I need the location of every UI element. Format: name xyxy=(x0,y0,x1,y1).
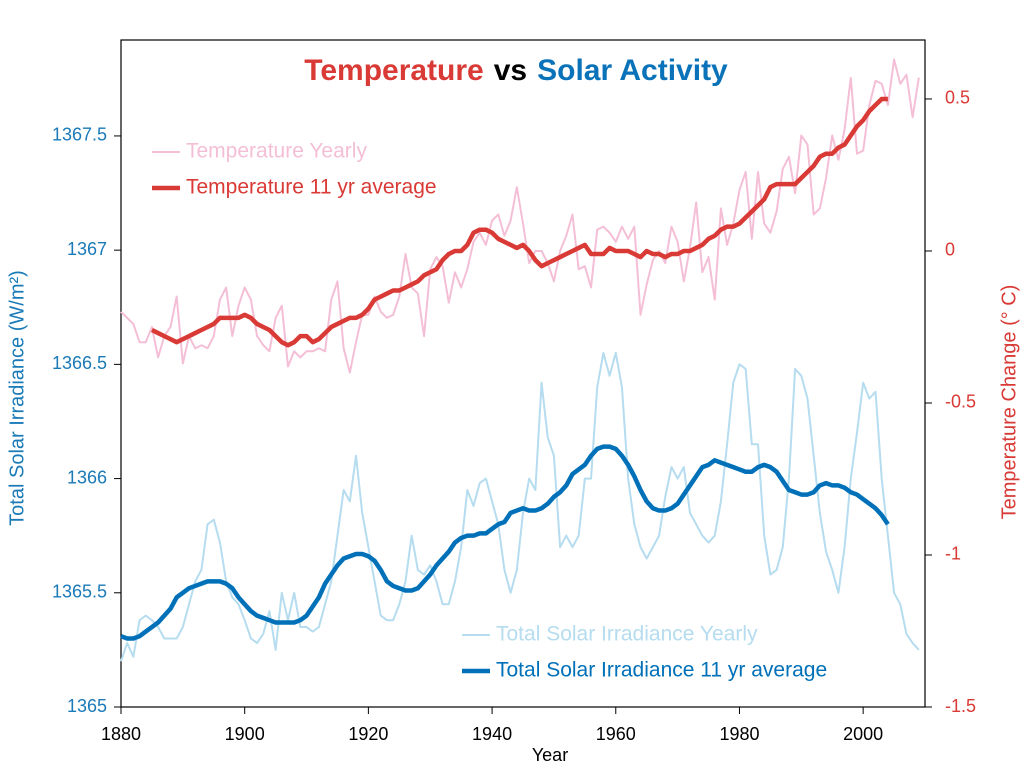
y2-axis-label: Temperature Change (° C) xyxy=(998,285,1020,520)
y-tick-label: 1366 xyxy=(67,467,107,487)
y-tick-label: 1365.5 xyxy=(52,582,107,602)
title-part: vs xyxy=(494,54,527,87)
y2-tick-label: -1 xyxy=(945,544,961,564)
x-tick-label: 1880 xyxy=(101,724,141,744)
x-tick-label: 1960 xyxy=(596,724,636,744)
series-line xyxy=(120,444,890,641)
x-tick-label: 2000 xyxy=(843,724,883,744)
y2-tick-label: -0.5 xyxy=(945,392,976,412)
title-part: Temperature xyxy=(304,54,484,87)
title-part: Solar Activity xyxy=(537,54,728,87)
legend-label: Temperature Yearly xyxy=(186,140,367,163)
y-tick-label: 1367.5 xyxy=(52,125,107,145)
y2-tick-label: -1.5 xyxy=(945,696,976,716)
x-tick-label: 1940 xyxy=(472,724,512,744)
x-tick-label: 1900 xyxy=(225,724,265,744)
series-line xyxy=(150,96,888,348)
y-tick-label: 1365 xyxy=(67,696,107,716)
y-tick-label: 1366.5 xyxy=(52,353,107,373)
y-tick-label: 1367 xyxy=(67,239,107,259)
series-line xyxy=(120,351,920,662)
y2-tick-label: 0.5 xyxy=(945,88,970,108)
legend-label: Temperature 11 yr average xyxy=(186,176,437,199)
chart-title: Temperature vs Solar Activity xyxy=(304,54,728,87)
legend-label: Total Solar Irradiance 11 yr average xyxy=(496,659,827,682)
plot-frame xyxy=(120,39,926,708)
series-line xyxy=(120,58,920,374)
x-axis-label: Year xyxy=(532,745,568,765)
y2-tick-label: 0 xyxy=(945,240,955,260)
y-axis-label: Total Solar Irradiance (W/m²) xyxy=(6,270,28,526)
x-tick-label: 1980 xyxy=(719,724,759,744)
legend-label: Total Solar Irradiance Yearly xyxy=(496,623,758,646)
x-tick-label: 1920 xyxy=(348,724,388,744)
